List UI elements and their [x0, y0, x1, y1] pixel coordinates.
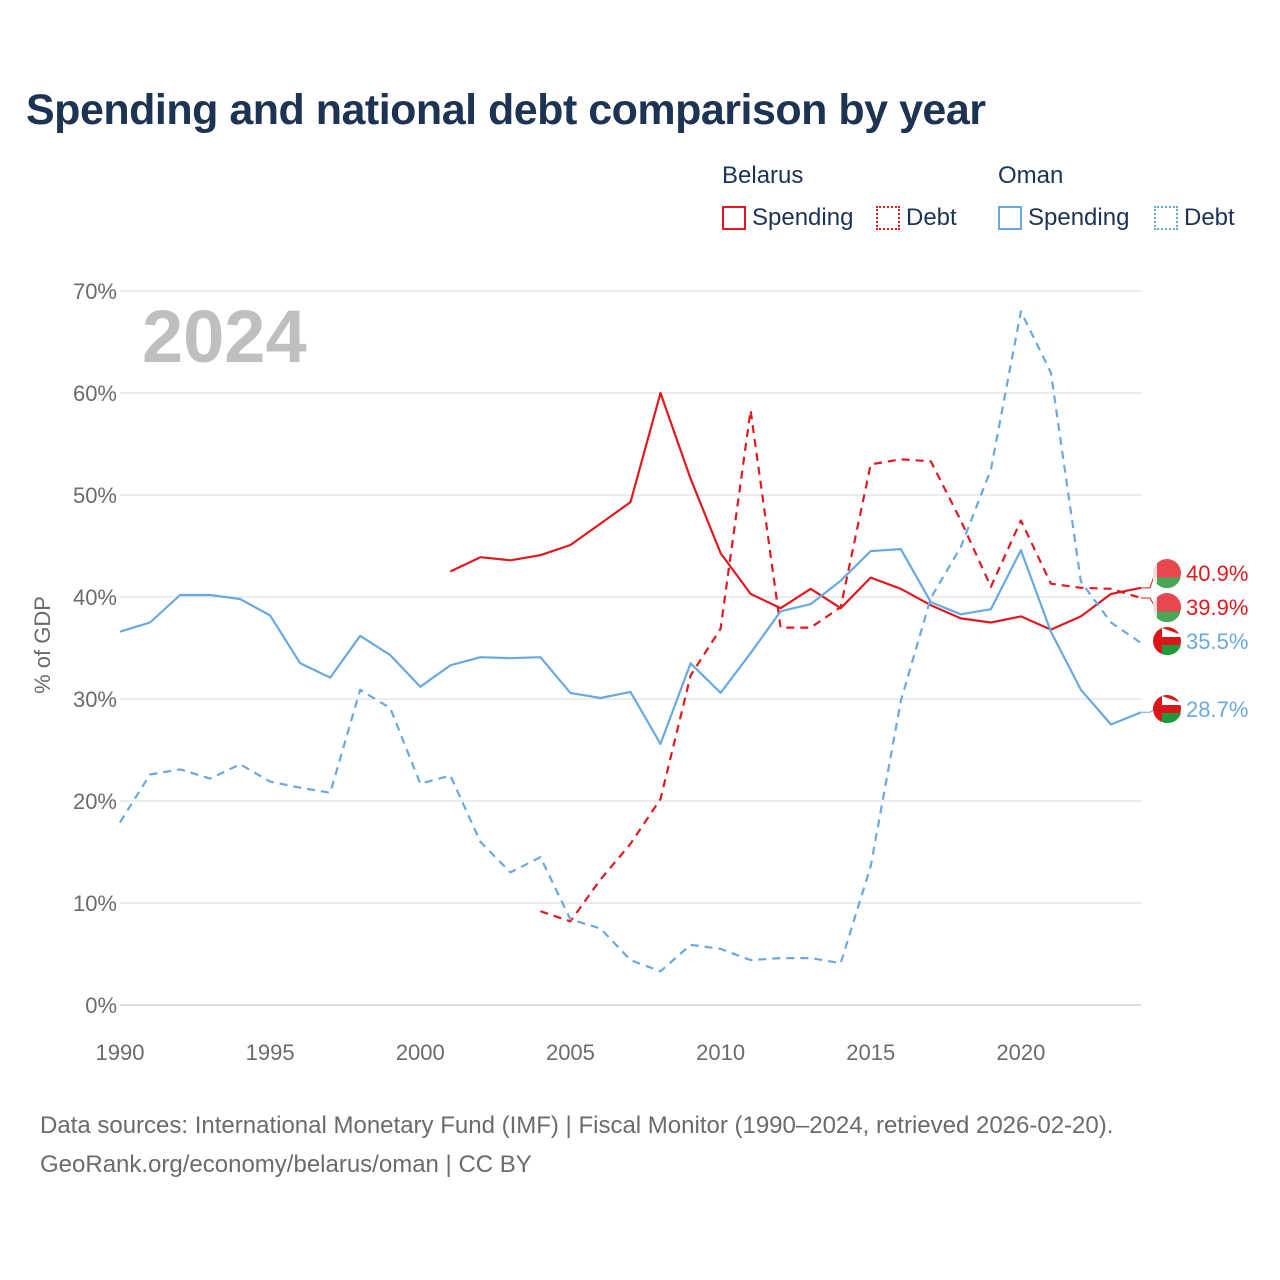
legend-swatch-belarus-spending: [722, 206, 746, 230]
year-watermark: 2024: [142, 295, 307, 378]
flag-icon-belarus-bottom: [1153, 611, 1181, 623]
end-label-belarus-spending: 40.9%: [1186, 561, 1248, 586]
end-label-belarus-debt: 39.9%: [1186, 595, 1248, 620]
legend-swatch-oman-debt: [1154, 206, 1178, 230]
x-tick-label: 2015: [846, 1040, 895, 1065]
y-tick-label: 70%: [73, 279, 117, 304]
footer-sources: Data sources: International Monetary Fun…: [40, 1112, 1114, 1139]
legend: Belarus Oman Spending Debt Spending Debt: [722, 160, 1262, 240]
x-tick-label: 1990: [96, 1040, 145, 1065]
end-label-oman-spending: 28.7%: [1186, 697, 1248, 722]
legend-item-oman-debt[interactable]: Debt: [1154, 204, 1235, 232]
y-tick-label: 0%: [85, 993, 117, 1018]
flag-icon-oman-white: [1162, 696, 1181, 705]
series-line-belarus-spending: [449, 391, 1142, 631]
y-axis-label: % of GDP: [30, 596, 55, 694]
legend-label-belarus-spending: Spending: [752, 204, 854, 231]
connector-oman-spending: [1141, 708, 1156, 713]
connector-belarus-spending: [1141, 572, 1156, 589]
flag-icon-oman-green: [1162, 645, 1181, 656]
footer-url: GeoRank.org/economy/belarus/oman | CC BY: [40, 1151, 532, 1178]
x-tick-label: 1995: [246, 1040, 295, 1065]
flag-icon-oman-green: [1162, 713, 1181, 724]
connector-belarus-debt: [1141, 597, 1156, 608]
legend-group-oman: Oman: [998, 162, 1064, 189]
y-tick-label: 60%: [73, 381, 117, 406]
legend-label-belarus-debt: Debt: [906, 204, 957, 231]
legend-label-oman-debt: Debt: [1184, 204, 1235, 231]
flag-icon-belarus-ornament: [1153, 563, 1157, 583]
legend-swatch-oman-spending: [998, 206, 1022, 230]
flag-icon-oman-white: [1162, 628, 1181, 637]
series-line-oman-debt: [119, 310, 1142, 973]
flag-icon-belarus-bottom: [1153, 577, 1181, 589]
y-tick-label: 40%: [73, 585, 117, 610]
flag-icon-belarus-ornament: [1153, 597, 1157, 617]
x-tick-label: 2020: [996, 1040, 1045, 1065]
x-tick-label: 2000: [396, 1040, 445, 1065]
legend-item-belarus-debt[interactable]: Debt: [876, 204, 957, 232]
end-label-oman-debt: 35.5%: [1186, 629, 1248, 654]
legend-group-belarus: Belarus: [722, 162, 804, 189]
series-line-oman-spending: [119, 547, 1142, 746]
y-tick-label: 50%: [73, 483, 117, 508]
series-line-belarus-debt: [540, 409, 1142, 923]
legend-item-belarus-spending[interactable]: Spending: [722, 204, 853, 232]
y-tick-label: 10%: [73, 891, 117, 916]
footer: Data sources: International Monetary Fun…: [40, 1106, 1113, 1184]
y-tick-label: 20%: [73, 789, 117, 814]
legend-item-oman-spending[interactable]: Spending: [998, 204, 1129, 232]
legend-swatch-belarus-debt: [876, 206, 900, 230]
legend-label-oman-spending: Spending: [1028, 204, 1130, 231]
chart-title: Spending and national debt comparison by…: [26, 86, 986, 134]
x-tick-label: 2010: [696, 1040, 745, 1065]
chart-svg: 0% 10% 20% 30% 40% 50% 60% 70% 1990 1995 2000 2005 2…: [30, 279, 1248, 1065]
x-tick-label: 2005: [546, 1040, 595, 1065]
y-tick-label: 30%: [73, 687, 117, 712]
